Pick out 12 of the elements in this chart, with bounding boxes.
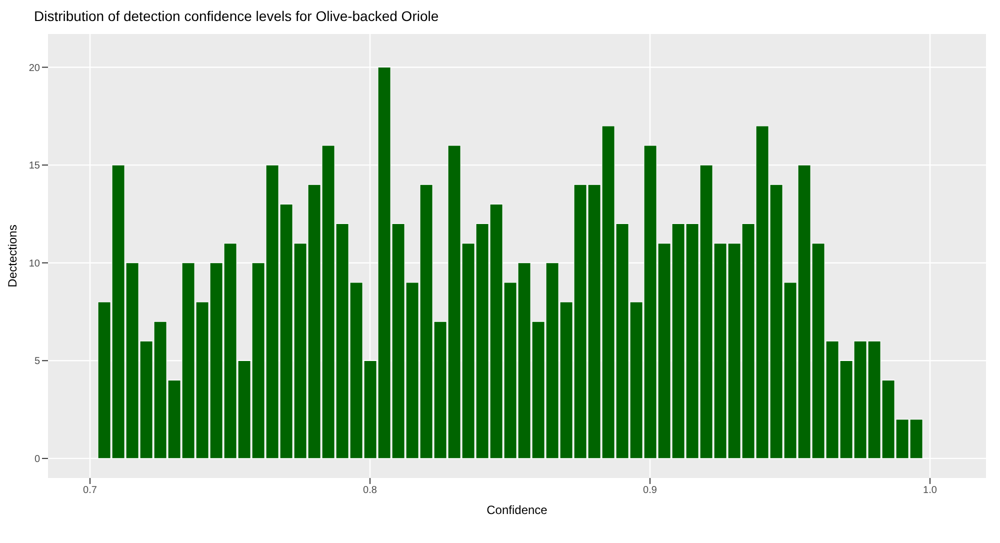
x-tick-label: 0.7: [83, 485, 98, 496]
y-tick-label: 10: [28, 258, 40, 270]
y-tick-label: 5: [34, 356, 40, 368]
x-axis-title: Confidence: [486, 503, 548, 517]
chart-title: Distribution of detection confidence levels for Olive-backed Oriole: [33, 8, 440, 26]
x-tick-label: 0.9: [643, 485, 658, 496]
y-tick-label: 20: [28, 62, 40, 74]
y-tick-label: 15: [28, 160, 40, 172]
x-tick-label: 0.8: [363, 485, 378, 496]
x-tick-label: 1.0: [923, 485, 938, 496]
y-tick-label: 0: [34, 454, 40, 465]
y-axis-title: Dectections: [5, 224, 20, 288]
